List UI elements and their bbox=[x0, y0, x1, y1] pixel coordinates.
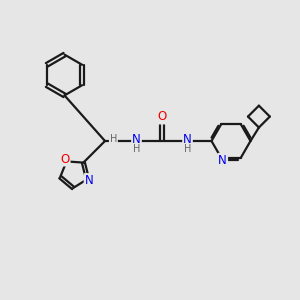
Text: O: O bbox=[158, 110, 166, 124]
Text: N: N bbox=[132, 133, 141, 146]
Text: N: N bbox=[218, 154, 227, 167]
Text: H: H bbox=[134, 144, 141, 154]
Text: H: H bbox=[110, 134, 117, 145]
Text: N: N bbox=[85, 174, 93, 187]
Text: O: O bbox=[60, 152, 70, 166]
Text: N: N bbox=[183, 133, 192, 146]
Text: H: H bbox=[184, 144, 192, 154]
